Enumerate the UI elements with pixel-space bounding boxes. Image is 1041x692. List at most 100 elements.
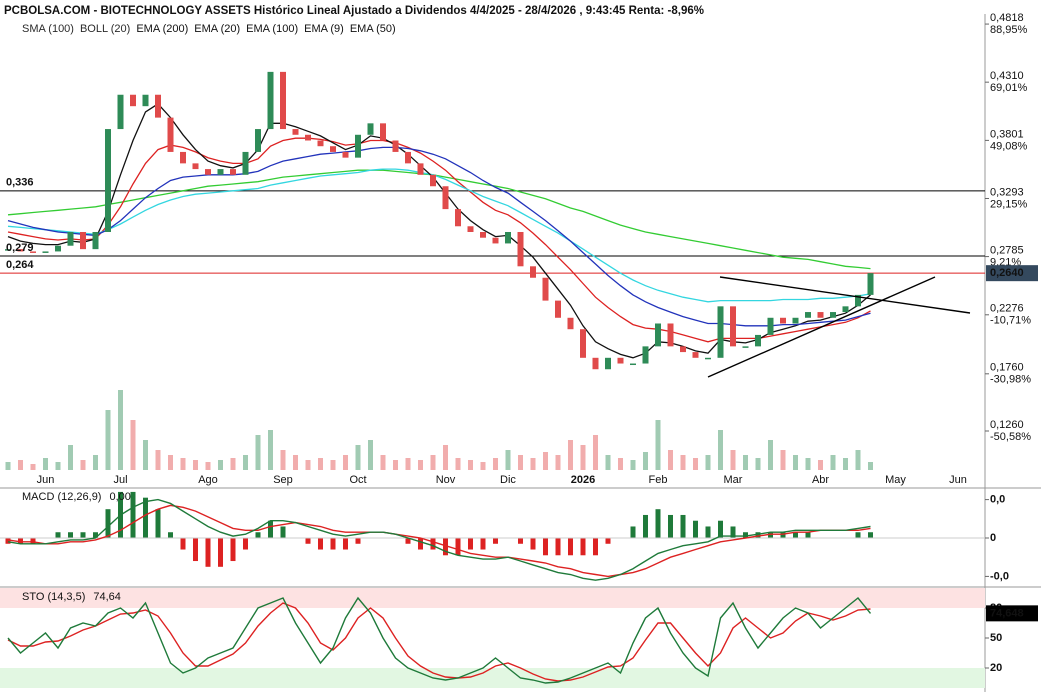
y-tick-pct-label: 29,15% <box>990 198 1028 210</box>
histogram-bar <box>430 538 436 550</box>
y-tick-label: -0,0 <box>990 570 1009 582</box>
candle <box>167 117 174 152</box>
candle <box>455 209 461 227</box>
histogram-bar <box>530 538 536 550</box>
histogram-bar <box>655 509 661 538</box>
candle <box>505 231 511 244</box>
candle <box>567 317 574 330</box>
x-tick-label: 2026 <box>571 474 595 486</box>
volume-bar <box>543 452 548 470</box>
histogram-bar <box>193 538 198 562</box>
volume-bar <box>655 420 661 470</box>
legend-entry: EMA (200) <box>136 23 188 35</box>
volume-bar <box>330 460 336 470</box>
panel-value: 74,64 <box>93 591 121 603</box>
histogram-bar <box>405 538 411 544</box>
volume-bar <box>105 410 111 470</box>
candle <box>692 352 699 358</box>
histogram-bar <box>5 538 11 544</box>
chart-title: PCBOLSA.COM - BIOTECHNOLOGY ASSETS Histó… <box>4 5 704 17</box>
volume-bar <box>518 455 523 470</box>
signal-line <box>7 504 871 578</box>
histogram-bar <box>168 532 173 538</box>
volume-bar <box>805 458 811 470</box>
y-tick-label: 0 <box>990 532 996 544</box>
histogram-bar <box>793 532 798 538</box>
overbought-zone <box>0 588 985 608</box>
candle <box>742 346 749 348</box>
volume-bar <box>493 458 498 470</box>
candle <box>67 231 74 246</box>
volume-bar <box>5 462 11 470</box>
candle <box>17 249 24 252</box>
ema-line <box>7 137 871 343</box>
candle <box>867 273 874 295</box>
candle <box>5 249 11 251</box>
candle <box>442 186 449 210</box>
candle <box>755 334 761 347</box>
candle <box>417 163 424 175</box>
trendlines <box>707 276 971 378</box>
macd-line <box>7 498 871 581</box>
volume-bar <box>305 460 311 470</box>
volume-bar <box>843 458 848 470</box>
histogram-bar <box>768 532 773 538</box>
last-value-box <box>986 605 1038 622</box>
histogram-bar <box>18 538 23 544</box>
volume-bar <box>393 460 398 470</box>
candle <box>55 245 61 252</box>
histogram-bar <box>155 509 161 538</box>
histogram-bar <box>593 538 598 556</box>
volume-bar <box>243 455 248 470</box>
histogram-bar <box>543 538 548 556</box>
volume-bar <box>430 455 436 470</box>
y-tick-pct-label: -50,58% <box>990 431 1031 443</box>
histogram-bar <box>755 532 761 538</box>
volume-bar <box>355 445 361 470</box>
candle <box>305 134 311 141</box>
x-tick-label: Feb <box>649 474 668 486</box>
candle <box>655 323 661 347</box>
candle <box>42 251 49 253</box>
candle <box>405 151 411 164</box>
candle <box>217 169 224 175</box>
candle <box>367 123 374 135</box>
candle <box>117 94 124 130</box>
volume-bar <box>280 450 286 470</box>
legend-entry: EMA (20) <box>194 23 240 35</box>
panel-value: 0,00 <box>109 491 130 503</box>
candle <box>642 346 649 364</box>
histogram-bar <box>355 538 361 544</box>
trendline <box>707 276 936 378</box>
oversold-zone <box>0 668 985 688</box>
trendline <box>719 276 971 314</box>
volume-bar <box>868 462 873 470</box>
y-tick-pct-label: -30,98% <box>990 374 1031 386</box>
volume-bar <box>130 420 136 470</box>
candle <box>805 312 811 318</box>
volume-bar <box>230 458 236 470</box>
volume-bar <box>80 460 86 470</box>
histogram-bar <box>180 538 186 550</box>
volume-bar <box>455 458 461 470</box>
candle <box>542 277 549 301</box>
legend-entry: EMA (100) <box>246 23 298 35</box>
candle <box>792 317 799 324</box>
ema-line <box>7 168 871 303</box>
y-tick-pct-label: 69,01% <box>990 82 1028 94</box>
volume-bar <box>268 430 273 470</box>
volume-bar <box>743 455 748 470</box>
candle <box>317 140 324 147</box>
histogram-bar <box>805 532 811 538</box>
panel-title: STO (14,3,5) <box>22 591 85 603</box>
legend-entry: EMA (9) <box>304 23 344 35</box>
panel-title: MACD (12,26,9) <box>22 491 101 503</box>
candle <box>592 357 599 370</box>
volume-bar <box>68 445 73 470</box>
histogram-bar <box>643 514 648 538</box>
histogram-bar <box>280 526 286 538</box>
ema-line <box>7 169 871 270</box>
histogram-bar <box>105 509 111 538</box>
volume-bar <box>205 462 211 470</box>
histogram-bar <box>855 532 861 538</box>
